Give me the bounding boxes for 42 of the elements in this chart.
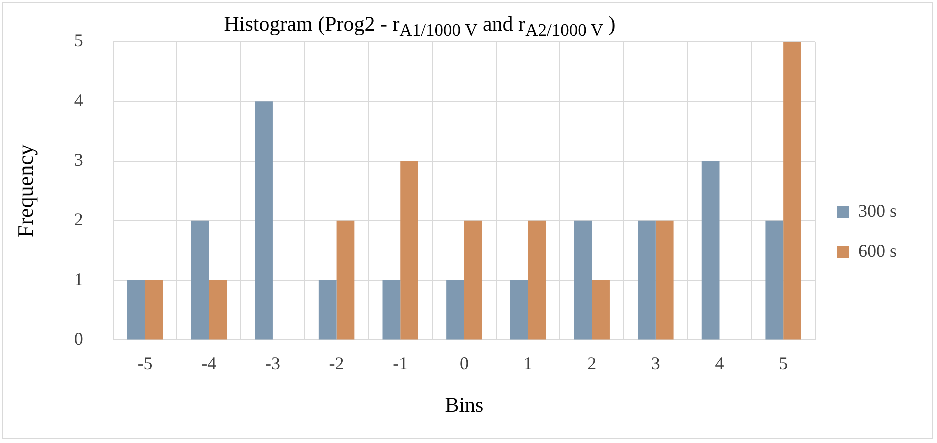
y-tick-label: 5 — [74, 30, 84, 51]
x-tick-label: 4 — [715, 354, 724, 374]
y-tick-label: 4 — [74, 90, 84, 110]
x-tick-label: 2 — [588, 354, 597, 374]
bar — [382, 280, 401, 340]
bar — [592, 280, 610, 340]
bar — [574, 220, 592, 340]
chart-title: Histogram (Prog2 - r$_{A1/1000 V}$ and r$_{A2/1000 V}$ ) — [224, 12, 616, 40]
x-axis-title: Bins — [445, 392, 484, 417]
bar — [528, 220, 546, 340]
bar — [209, 280, 228, 340]
bar — [145, 280, 164, 340]
x-tick-label: -2 — [329, 354, 344, 374]
bar — [127, 280, 146, 340]
bar — [464, 220, 482, 340]
bar — [784, 42, 802, 340]
bar — [191, 220, 210, 340]
x-tick-label: 1 — [524, 354, 533, 374]
bar — [766, 220, 784, 340]
y-tick-label: 0 — [74, 328, 84, 349]
bar — [656, 220, 674, 340]
y-tick-label: 2 — [74, 210, 84, 230]
legend-label: 600 s — [858, 241, 898, 262]
bar — [400, 161, 418, 340]
bar — [702, 161, 720, 340]
x-tick-label: -5 — [138, 354, 153, 374]
x-tick-label: 0 — [460, 354, 469, 374]
y-axis-title: Frequency — [12, 144, 38, 238]
bar — [255, 102, 273, 340]
legend-label: 300 s — [858, 201, 898, 222]
bar — [336, 220, 355, 340]
bar — [510, 280, 528, 340]
bar — [318, 280, 337, 340]
x-tick-label: 5 — [779, 354, 788, 374]
x-tick-label: -4 — [202, 354, 217, 374]
y-tick-label: 3 — [74, 150, 84, 170]
bar — [446, 280, 464, 340]
x-tick-label: -3 — [265, 354, 280, 374]
y-tick-label: 1 — [74, 269, 84, 290]
x-tick-label: 3 — [651, 354, 660, 374]
bar — [638, 220, 656, 340]
x-tick-label: -1 — [393, 354, 408, 374]
